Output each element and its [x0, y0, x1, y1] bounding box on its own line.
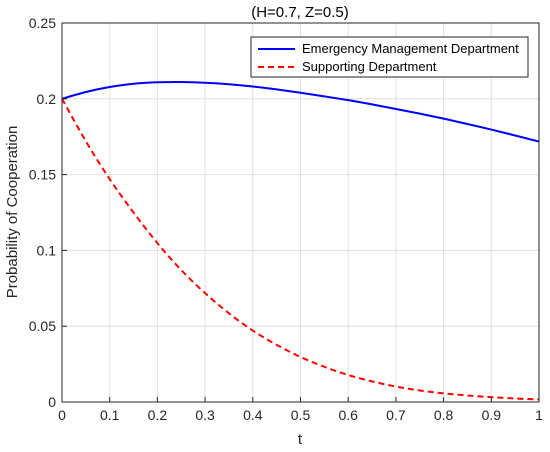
x-tick-label: 0	[58, 407, 66, 423]
y-tick-label: 0.25	[29, 15, 56, 31]
y-tick-label: 0.15	[29, 167, 56, 183]
y-axis-label: Probability of Cooperation	[4, 126, 21, 299]
legend-label-emergency: Emergency Management Department	[302, 41, 519, 56]
x-tick-label: 0.4	[243, 407, 263, 423]
x-tick-label: 0.3	[195, 407, 215, 423]
series-line-supporting	[61, 98, 540, 401]
legend-box	[250, 36, 529, 78]
chart-title: (H=0.7, Z=0.5)	[251, 4, 349, 21]
legend-label-supporting: Supporting Department	[302, 59, 437, 74]
x-axis-label: t	[298, 431, 303, 448]
legend: Emergency Management Department Supporti…	[250, 36, 529, 78]
x-tick-label: 1	[535, 407, 543, 423]
x-tick-label: 0.7	[386, 407, 406, 423]
y-tick-label: 0.05	[29, 318, 56, 334]
x-tick-label: 0.8	[434, 407, 454, 423]
y-tick-label: 0.2	[37, 91, 57, 107]
x-tick-label: 0.6	[338, 407, 358, 423]
y-tick-label: 0.1	[37, 242, 57, 258]
x-tick-label: 0.9	[482, 407, 502, 423]
y-tick-label: 0	[48, 394, 56, 410]
ticks: 0 0.1 0.2 0.3 0.4 0.5 0.6 0.7 0.8 0.9 1 0 0.05 0.1 0.1…	[29, 15, 543, 423]
x-tick-label: 0.5	[291, 407, 311, 423]
series-layer	[61, 80, 540, 401]
x-tick-label: 0.1	[100, 407, 120, 423]
x-tick-label: 0.2	[148, 407, 168, 423]
grid	[62, 23, 539, 402]
series-line-emergency	[61, 80, 540, 143]
